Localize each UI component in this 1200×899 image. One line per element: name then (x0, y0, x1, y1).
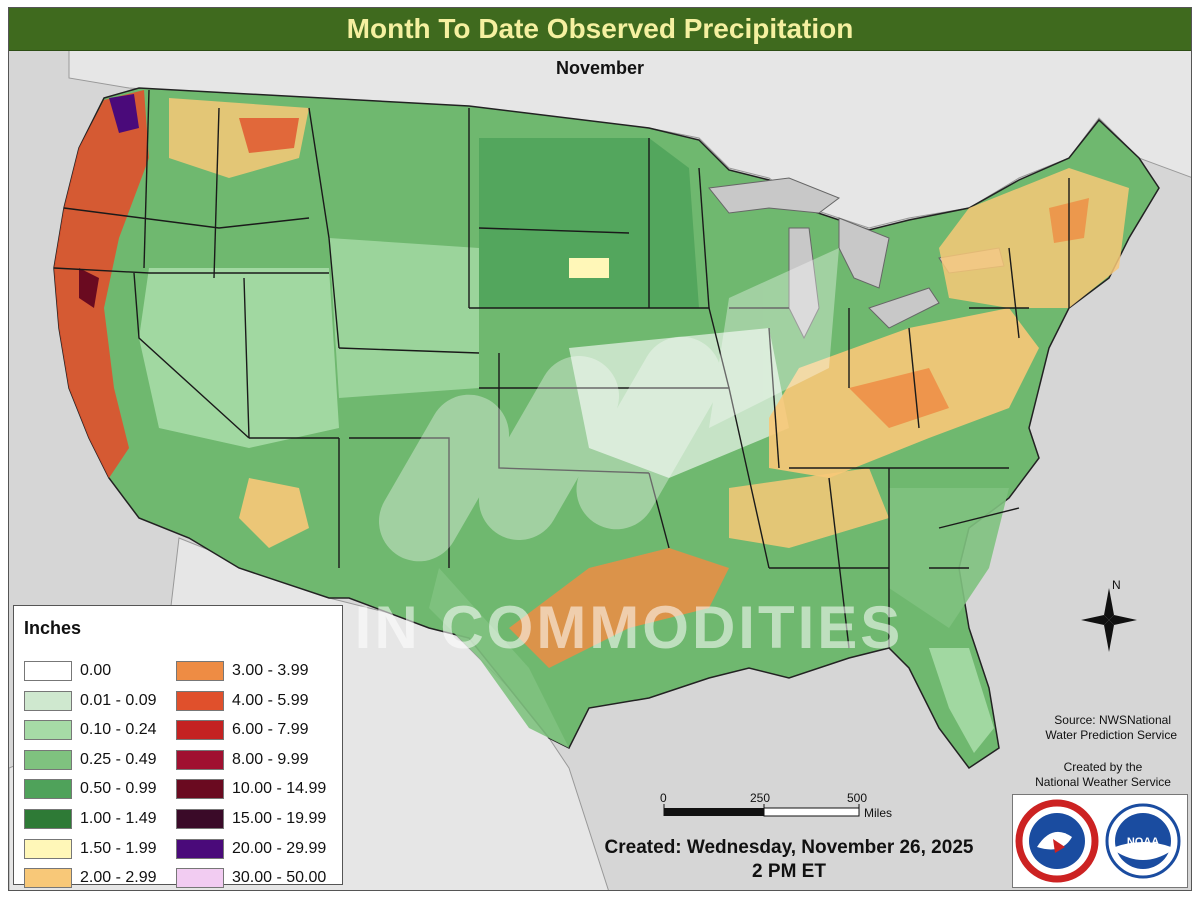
legend-label: 10.00 - 14.99 (232, 780, 327, 798)
legend-swatch (176, 868, 224, 889)
scale-unit: Miles (864, 806, 893, 820)
map-subtitle: November (555, 58, 645, 78)
legend-item: 1.50 - 1.99 (24, 838, 157, 860)
legend-label: 30.00 - 50.00 (232, 869, 327, 887)
legend-item: 0.10 - 0.24 (24, 719, 157, 741)
legend-swatch (176, 809, 224, 829)
legend-label: 0.00 (80, 662, 112, 679)
legend-item: 0.25 - 0.49 (24, 749, 157, 771)
legend-swatch (176, 661, 224, 681)
scale-tick-500: 500 (847, 791, 868, 805)
legend-label: 3.00 - 3.99 (232, 662, 309, 679)
legend-swatch (176, 690, 224, 711)
nws-logo (1015, 799, 1099, 883)
watermark-text: IN COMMODITIES (354, 594, 904, 661)
scale-bar (663, 804, 860, 817)
legend-item: 3.00 - 3.99 (176, 660, 309, 682)
legend-item: 0.50 - 0.99 (24, 778, 157, 800)
legend-label: 20.00 - 29.99 (232, 839, 327, 857)
legend-label: 1.00 - 1.49 (80, 810, 157, 827)
legend-item: 0.00 (24, 660, 111, 682)
scale-tick-0: 0 (660, 791, 667, 805)
legend-item: 10.00 - 14.99 (176, 778, 326, 800)
scale-tick-250: 250 (750, 791, 771, 805)
state-boundaries (53, 89, 1070, 649)
legend-title: Inches (24, 618, 82, 638)
created-by-line-2: National Weather Service (1035, 775, 1171, 789)
legend-swatch (24, 868, 72, 889)
legend-item: 20.00 - 29.99 (176, 838, 326, 860)
legend-swatch (176, 749, 224, 770)
legend-swatch (176, 779, 224, 800)
legend-item: 2.00 - 2.99 (24, 867, 157, 889)
legend-swatch (24, 779, 72, 800)
legend-label: 0.25 - 0.49 (80, 750, 157, 768)
legend-swatch (24, 838, 72, 859)
created-line-2: 2 PM ET (752, 861, 826, 882)
legend-label: 6.00 - 7.99 (232, 721, 309, 739)
legend-label: 0.10 - 0.24 (80, 721, 157, 739)
legend-label: 8.00 - 9.99 (232, 750, 309, 768)
source-line-2: Water Prediction Service (1045, 728, 1177, 742)
legend-box: Inches 0.00 0.01 - 0.09 0.10 - 0.24 0.25 - … (13, 605, 343, 889)
legend-label: 4.00 - 5.99 (232, 691, 309, 709)
legend-swatch (24, 809, 72, 829)
legend-swatch (24, 720, 72, 741)
legend-item: 6.00 - 7.99 (176, 719, 309, 741)
legend-label: 0.01 - 0.09 (80, 691, 157, 709)
source-line-1: Source: NWSNational (1054, 713, 1171, 727)
created-line-1: Created: Wednesday, November 26, 2025 (604, 837, 974, 858)
legend-swatch (24, 661, 72, 681)
legend-item: 8.00 - 9.99 (176, 749, 309, 771)
legend-swatch (176, 720, 224, 741)
compass-north-label: N (1112, 578, 1121, 592)
legend-label: 15.00 - 19.99 (232, 810, 327, 827)
map-frame: Month To Date Observed Precipitation Nov… (8, 7, 1192, 891)
legend-label: 0.50 - 0.99 (80, 780, 157, 798)
watermark-graphic (379, 248, 839, 562)
legend-item: 30.00 - 50.00 (176, 867, 326, 889)
legend-item: 1.00 - 1.49 (24, 808, 157, 830)
legend-swatch (176, 838, 224, 859)
map-title: Month To Date Observed Precipitation (346, 13, 854, 44)
created-by-text: Created by the National Weather Service (1017, 760, 1189, 790)
source-text: Source: NWSNational Water Prediction Ser… (1017, 713, 1189, 743)
compass-rose (1081, 588, 1137, 652)
legend-item: 4.00 - 5.99 (176, 690, 309, 712)
legend-item: 15.00 - 19.99 (176, 808, 326, 830)
noaa-logo: NOAA (1105, 803, 1181, 879)
svg-text:NOAA: NOAA (1127, 836, 1159, 848)
legend-label: 2.00 - 2.99 (80, 869, 157, 887)
legend-swatch (24, 749, 72, 770)
created-by-line-1: Created by the (1063, 760, 1143, 774)
created-timestamp: Created: Wednesday, November 26, 2025 2 … (569, 836, 1009, 884)
agency-logos: NOAA (1012, 794, 1188, 888)
title-bar: Month To Date Observed Precipitation (9, 8, 1191, 51)
legend-swatch (24, 690, 72, 711)
legend-label: 1.50 - 1.99 (80, 839, 157, 857)
legend-item: 0.01 - 0.09 (24, 690, 157, 712)
